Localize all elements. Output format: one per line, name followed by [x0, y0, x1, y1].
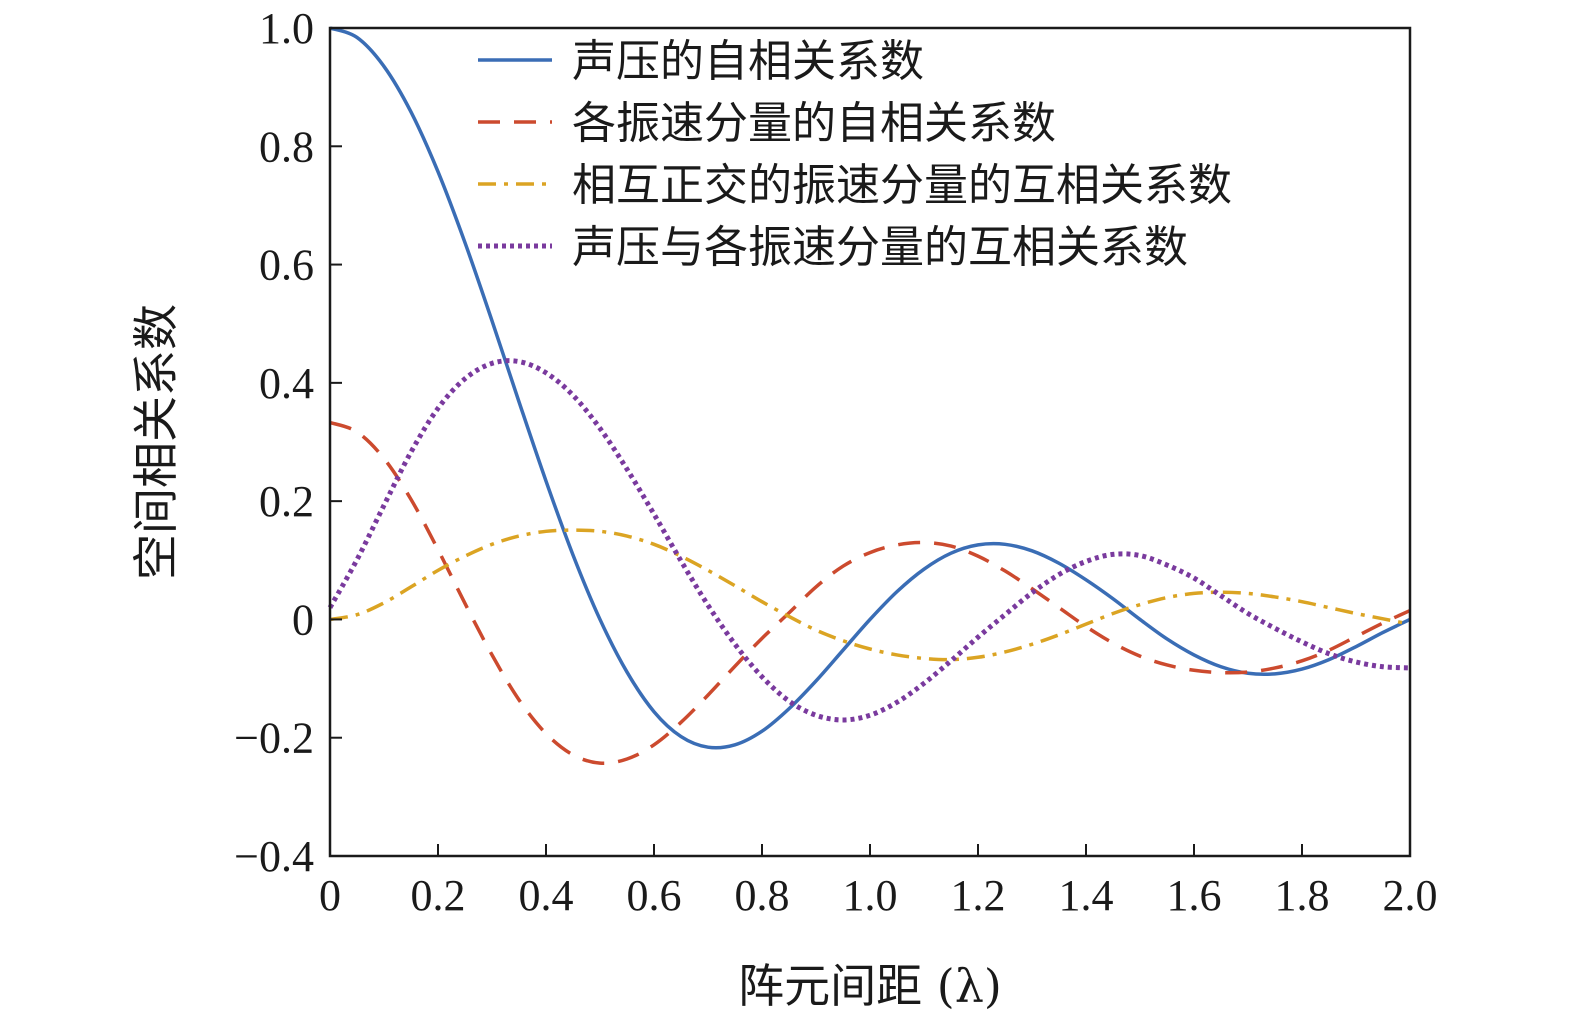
- y-tick-label: 0: [292, 595, 314, 644]
- series-layer: [327, 26, 1411, 766]
- legend: 声压的自相关系数各振速分量的自相关系数相互正交的振速分量的互相关系数声压与各振速…: [478, 36, 1232, 273]
- x-tick-label: 1.2: [951, 871, 1006, 920]
- y-axis-title: 空间相关系数: [129, 304, 183, 580]
- series-line-1: [329, 26, 1411, 750]
- x-tick-label: 0.8: [735, 871, 790, 920]
- series-line-3: [329, 528, 1411, 662]
- y-tick-label: −0.4: [234, 832, 314, 881]
- x-tick-label: 0.6: [627, 871, 682, 920]
- legend-label-3: 相互正交的振速分量的互相关系数: [572, 160, 1232, 211]
- series-line-4: [327, 358, 1411, 723]
- x-tick-label: 1.6: [1167, 871, 1222, 920]
- legend-label-2: 各振速分量的自相关系数: [572, 98, 1056, 149]
- y-tick-label: −0.2: [234, 714, 314, 763]
- x-tick-label: 1.4: [1059, 871, 1114, 920]
- ticks-layer: 0 0.2 0.4 0.6 0.8 1.0 1.2 1.4 1.6 1.8 2.0 −0.4 −0.2 0…: [234, 4, 1437, 920]
- x-tick-label: 1.0: [843, 871, 898, 920]
- x-tick-label: 0: [319, 871, 341, 920]
- y-tick-label: 0.4: [259, 359, 314, 408]
- legend-label-1: 声压的自相关系数: [572, 36, 924, 87]
- y-tick-label: 0.6: [259, 241, 314, 290]
- x-tick-label: 0.2: [411, 871, 466, 920]
- x-tick-label: 0.4: [519, 871, 574, 920]
- x-tick-label: 2.0: [1383, 871, 1438, 920]
- x-tick-label: 1.8: [1275, 871, 1330, 920]
- y-tick-label: 1.0: [259, 4, 314, 53]
- y-tick-label: 0.8: [259, 122, 314, 171]
- series-line-2: [329, 420, 1411, 766]
- y-tick-label: 0.2: [259, 477, 314, 526]
- legend-label-4: 声压与各振速分量的互相关系数: [572, 222, 1188, 273]
- plot-frame: [328, 26, 1412, 858]
- x-axis-title: 阵元间距 (λ): [738, 959, 1002, 1013]
